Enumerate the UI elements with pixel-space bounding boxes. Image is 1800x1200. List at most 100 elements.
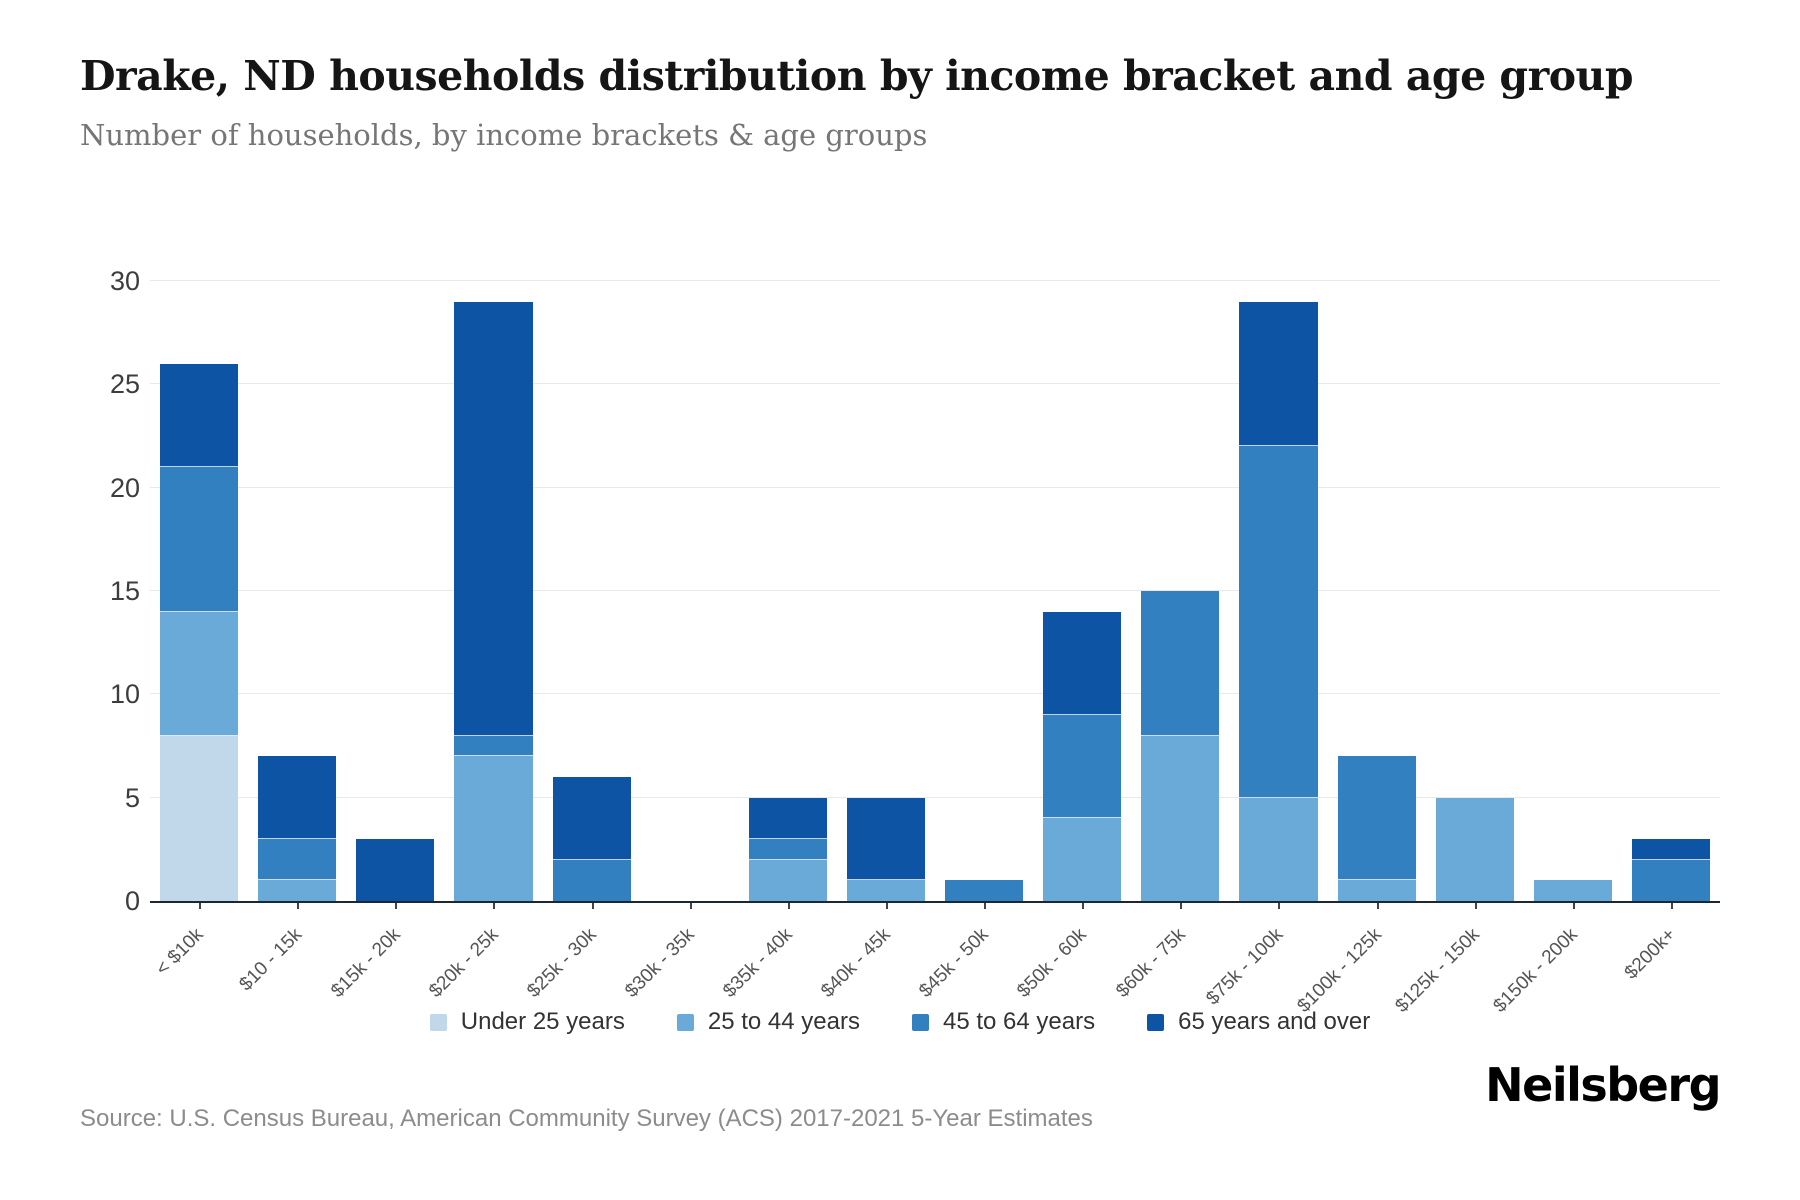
bar-segment[interactable]: [1631, 859, 1710, 901]
bar-column: [150, 281, 248, 909]
bar-stack: [945, 880, 1024, 901]
legend-swatch: [429, 1013, 447, 1031]
bar-column: [1426, 281, 1524, 909]
bar-segment[interactable]: [748, 839, 827, 860]
bar-segment[interactable]: [1141, 591, 1220, 736]
bar-segment[interactable]: [1337, 756, 1416, 881]
y-axis-label: 20: [109, 472, 140, 503]
bar-column: [739, 281, 837, 909]
bar-segment[interactable]: [160, 467, 239, 612]
x-axis-cell: $50k - 60k: [1014, 903, 1131, 1018]
legend-swatch: [1147, 1013, 1165, 1031]
x-axis-cell: $40k - 45k: [817, 903, 935, 1018]
legend-swatch: [676, 1013, 694, 1031]
bar-segment[interactable]: [945, 880, 1024, 901]
legend: Under 25 years 25 to 44 years 45 to 64 yea…: [0, 1008, 1800, 1036]
bar-segment[interactable]: [258, 839, 337, 881]
bar-segment[interactable]: [356, 839, 435, 901]
neilsberg-logo: Neilsberg: [1485, 1058, 1721, 1112]
x-axis-cell: < $10k: [150, 903, 248, 1018]
legend-label: 65 years and over: [1178, 1008, 1371, 1035]
x-axis-cell: $25k - 30k: [523, 903, 641, 1018]
x-axis-cell: $200k+: [1621, 903, 1720, 1018]
x-axis-cell: $10 - 15k: [235, 903, 346, 1018]
x-axis: < $10k $10 - 15k $15k - 20k $20k - 25k $25k …: [150, 903, 1720, 1018]
bar-segment[interactable]: [1043, 715, 1122, 819]
bar-stack: [1337, 756, 1416, 901]
y-axis-label: 0: [124, 886, 140, 916]
bar-column: [641, 281, 739, 909]
bar-column: [248, 281, 346, 909]
gridline: [150, 796, 1720, 798]
legend-item[interactable]: 65 years and over: [1147, 1008, 1370, 1036]
gridline: [150, 486, 1720, 488]
legend-item[interactable]: 25 to 44 years: [676, 1008, 860, 1036]
bar-column: [1622, 281, 1720, 909]
bar-segment[interactable]: [1239, 797, 1318, 901]
bar-stack: [1435, 797, 1514, 901]
bar-column: [1524, 281, 1622, 909]
bar-segment[interactable]: [1239, 301, 1318, 447]
legend-label: Under 25 years: [460, 1008, 625, 1035]
bar-segment[interactable]: [1435, 797, 1514, 901]
bar-segment[interactable]: [552, 859, 631, 901]
bar-column: [1229, 281, 1327, 909]
x-axis-cell: $20k - 25k: [425, 903, 542, 1018]
bar-segment[interactable]: [1043, 611, 1122, 716]
x-axis-cell: $30k - 35k: [621, 903, 739, 1018]
bar-column: [837, 281, 935, 909]
bar-segment[interactable]: [454, 301, 533, 736]
bar-column: [543, 281, 641, 909]
bar-stack: [1533, 880, 1612, 901]
bar-segment[interactable]: [1533, 880, 1612, 901]
legend-label: 25 to 44 years: [707, 1008, 860, 1035]
bar-column: [346, 281, 444, 909]
bar-segment[interactable]: [1337, 880, 1416, 901]
gridline: [150, 693, 1720, 695]
bar-segment[interactable]: [160, 611, 239, 736]
legend-item[interactable]: Under 25 years: [429, 1008, 625, 1036]
y-axis-label: 5: [124, 782, 140, 813]
y-axis-label: 30: [109, 266, 140, 296]
bar-segment[interactable]: [1043, 818, 1122, 901]
legend-swatch: [911, 1013, 929, 1031]
y-axis-label: 15: [109, 576, 140, 606]
bar-segment[interactable]: [1631, 839, 1710, 860]
bar-column: [1328, 281, 1426, 909]
bar-segment[interactable]: [846, 797, 925, 881]
bar-stack: [748, 797, 827, 901]
bar-stack: [552, 777, 631, 901]
bar-column: [935, 281, 1033, 909]
bar-column: [444, 281, 542, 909]
page-title: Drake, ND households distribution by inc…: [80, 52, 1634, 100]
page-subtitle: Number of households, by income brackets…: [80, 118, 928, 152]
gridline: [150, 280, 1720, 281]
bar-segment[interactable]: [454, 735, 533, 757]
bar-segment[interactable]: [846, 880, 925, 901]
x-axis-cell: $35k - 40k: [719, 903, 837, 1018]
y-axis-label: 10: [109, 679, 140, 710]
bar-column: [1033, 281, 1131, 909]
bar-segment[interactable]: [1141, 735, 1220, 901]
bar-segment[interactable]: [160, 363, 239, 468]
bar-segment[interactable]: [748, 797, 827, 840]
bar-segment[interactable]: [258, 756, 337, 840]
bar-segment[interactable]: [552, 777, 631, 860]
bar-segment[interactable]: [258, 880, 337, 901]
x-axis-cell: $150k - 200k: [1489, 903, 1622, 1018]
bar-stack: [356, 839, 435, 901]
bars-container: [150, 281, 1720, 909]
bar-stack: [258, 756, 337, 901]
legend-label: 45 to 64 years: [942, 1008, 1096, 1035]
legend-item[interactable]: 45 to 64 years: [911, 1008, 1096, 1036]
bar-segment[interactable]: [454, 756, 533, 901]
bar-segment[interactable]: [1239, 446, 1318, 798]
bar-stack: [846, 797, 925, 901]
x-axis-cell: $15k - 20k: [327, 903, 444, 1018]
x-axis-label: < $10k: [152, 924, 209, 980]
bar-stack: [1239, 301, 1318, 901]
bar-segment[interactable]: [748, 859, 827, 901]
bar-segment[interactable]: [160, 735, 239, 901]
bar-stack: [1631, 839, 1710, 901]
